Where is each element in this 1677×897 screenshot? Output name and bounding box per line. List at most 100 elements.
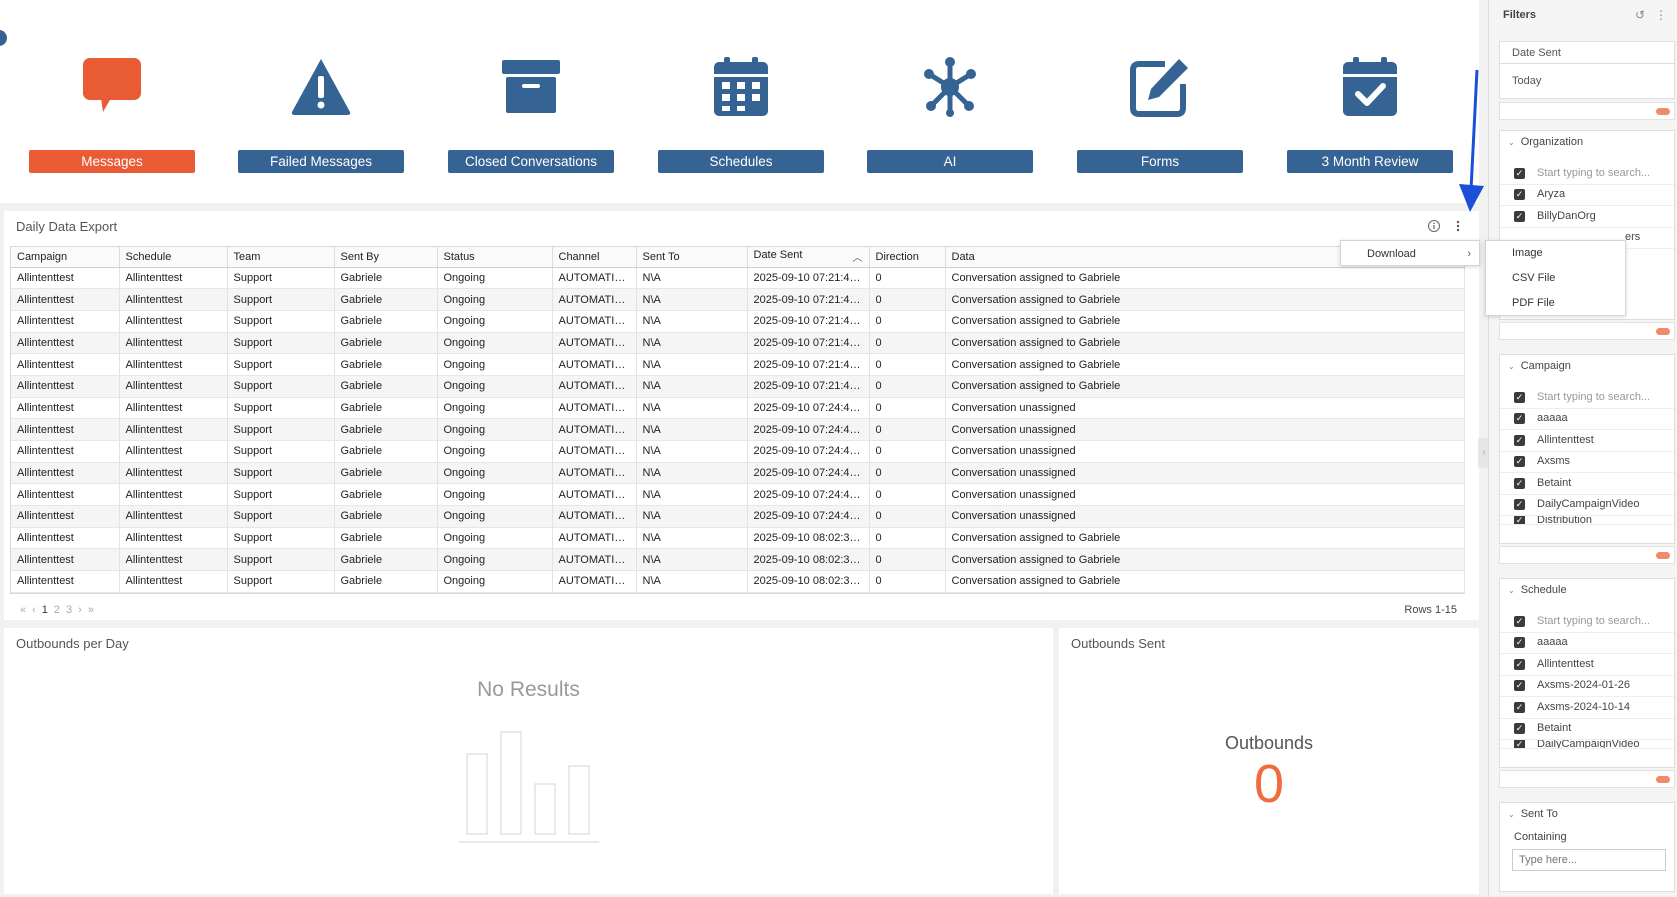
checkbox[interactable]: ✓ — [1514, 723, 1525, 735]
filters-more-icon[interactable]: ⋮ — [1655, 8, 1667, 22]
column-header[interactable]: Campaign — [11, 247, 120, 268]
organization-item[interactable]: ✓ Aryza — [1500, 185, 1674, 206]
checkbox[interactable]: ✓ — [1514, 658, 1525, 670]
checkbox[interactable]: ✓ — [1514, 701, 1525, 713]
messages-button[interactable]: Messages — [29, 150, 195, 173]
nav-tile-forms[interactable]: Forms — [1077, 50, 1243, 175]
info-icon[interactable] — [1427, 219, 1441, 233]
campaign-toggle[interactable] — [1656, 552, 1670, 559]
campaign-item[interactable]: ✓ Axsms — [1500, 452, 1674, 473]
table-row[interactable]: Allintenttest Allintenttest Support Gabriel… — [11, 462, 1465, 485]
checkbox[interactable]: ✓ — [1514, 477, 1525, 489]
reset-icon[interactable]: ↺ — [1634, 8, 1645, 22]
select-all-checkbox[interactable]: ✓ — [1514, 391, 1525, 403]
table-row[interactable]: Allintenttest Allintenttest Support Gabriel… — [11, 310, 1465, 333]
forms-button[interactable]: Forms — [1077, 150, 1243, 173]
select-all-checkbox[interactable]: ✓ — [1514, 615, 1525, 627]
table-row[interactable]: Allintenttest Allintenttest Support Gabriel… — [11, 570, 1465, 593]
download-image-option[interactable]: Image — [1512, 247, 1543, 259]
sent-to-header[interactable]: ⌄ Sent To — [1500, 803, 1674, 823]
failed-messages-button[interactable]: Failed Messages — [238, 150, 404, 173]
checkbox[interactable]: ✓ — [1514, 413, 1525, 425]
campaign-header[interactable]: ⌄ Campaign — [1500, 355, 1674, 375]
table-row[interactable]: Allintenttest Allintenttest Support Gabriel… — [11, 267, 1465, 290]
page-1-link[interactable]: 1 — [41, 604, 48, 616]
next-page-button[interactable]: › — [78, 604, 82, 616]
campaign-item[interactable]: ✓ Distribution — [1500, 516, 1674, 525]
table-row[interactable]: Allintenttest Allintenttest Support Gabriel… — [11, 288, 1465, 311]
table-row[interactable]: Allintenttest Allintenttest Support Gabriel… — [11, 353, 1465, 376]
column-header[interactable]: Channel — [552, 247, 637, 268]
checkbox[interactable]: ✓ — [1514, 740, 1525, 749]
column-header[interactable]: Team — [227, 247, 335, 268]
date-sent-toggle[interactable] — [1656, 108, 1670, 115]
column-header[interactable]: Direction — [869, 247, 946, 268]
campaign-item[interactable]: ✓ Betaint — [1500, 473, 1674, 495]
sent-to-input[interactable] — [1512, 849, 1666, 871]
prev-page-button[interactable]: ‹ — [32, 604, 36, 616]
organization-header[interactable]: ⌄ Organization — [1500, 131, 1674, 151]
organization-toggle[interactable] — [1656, 328, 1670, 335]
column-header[interactable]: Data — [945, 247, 1465, 268]
nav-tile-messages[interactable]: Messages — [29, 50, 195, 175]
checkbox[interactable]: ✓ — [1514, 499, 1525, 511]
campaign-item[interactable]: ✓ aaaaa — [1500, 409, 1674, 430]
table-row[interactable]: Allintenttest Allintenttest Support Gabriel… — [11, 375, 1465, 398]
select-all-checkbox[interactable]: ✓ — [1514, 167, 1525, 179]
column-header[interactable]: Sent By — [334, 247, 438, 268]
column-header[interactable]: Sent To — [636, 247, 748, 268]
schedule-toggle[interactable] — [1656, 776, 1670, 783]
table-row[interactable]: Allintenttest Allintenttest Support Gabriel… — [11, 483, 1465, 507]
download-pdf-option[interactable]: PDF File — [1512, 297, 1555, 309]
table-row[interactable]: Allintenttest Allintenttest Support Gabriel… — [11, 527, 1465, 550]
schedule-header[interactable]: ⌄ Schedule — [1500, 579, 1674, 599]
nav-tile-ai[interactable]: AI — [867, 50, 1033, 175]
sent-to-mode[interactable]: Containing — [1514, 831, 1567, 843]
schedule-search[interactable]: ✓ Start typing to search... — [1500, 611, 1674, 633]
checkbox[interactable]: ✓ — [1514, 434, 1525, 446]
table-row[interactable]: Allintenttest Allintenttest Support Gabriel… — [11, 418, 1465, 441]
ai-button[interactable]: AI — [867, 150, 1033, 173]
campaign-item[interactable]: ✓ Allintenttest — [1500, 430, 1674, 452]
first-page-button[interactable]: « — [20, 604, 27, 616]
schedule-item[interactable]: ✓ DailyCampaignVideo — [1500, 740, 1674, 749]
column-header[interactable]: Date Sent ︿ — [747, 247, 870, 268]
table-row[interactable]: Allintenttest Allintenttest Support Gabriel… — [11, 440, 1465, 463]
page-3-link[interactable]: 3 — [66, 604, 73, 616]
table-row[interactable]: Allintenttest Allintenttest Support Gabriel… — [11, 332, 1465, 355]
schedule-item[interactable]: ✓ Axsms-2024-10-14 — [1500, 697, 1674, 719]
column-header[interactable]: Status — [437, 247, 553, 268]
nav-tile-schedules[interactable]: Schedules — [658, 50, 824, 175]
nav-tile-3-month-review[interactable]: 3 Month Review — [1287, 50, 1453, 175]
organization-item[interactable]: ✓ BillyDanOrg — [1500, 206, 1674, 228]
nav-tile-failed-messages[interactable]: Failed Messages — [238, 50, 404, 175]
schedule-item[interactable]: ✓ Allintenttest — [1500, 654, 1674, 676]
checkbox[interactable]: ✓ — [1514, 516, 1525, 525]
checkbox[interactable]: ✓ — [1514, 189, 1525, 201]
last-page-button[interactable]: » — [87, 604, 94, 616]
schedule-item[interactable]: ✓ Betaint — [1500, 719, 1674, 740]
download-menu-item[interactable]: Download — [1367, 248, 1416, 260]
table-row[interactable]: Allintenttest Allintenttest Support Gabriel… — [11, 397, 1465, 420]
3-month-review-button[interactable]: 3 Month Review — [1287, 150, 1453, 173]
schedule-item[interactable]: ✓ aaaaa — [1500, 633, 1674, 654]
campaign-item[interactable]: ✓ DailyCampaignVideo — [1500, 495, 1674, 516]
sidebar-collapse-handle[interactable]: › — [1478, 438, 1490, 468]
checkbox[interactable]: ✓ — [1514, 637, 1525, 649]
checkbox[interactable]: ✓ — [1514, 456, 1525, 468]
closed-conversations-button[interactable]: Closed Conversations — [448, 150, 614, 173]
checkbox[interactable]: ✓ — [1514, 210, 1525, 222]
download-csv-option[interactable]: CSV File — [1512, 272, 1556, 284]
date-sent-value[interactable]: Today — [1512, 75, 1542, 87]
page-2-link[interactable]: 2 — [53, 604, 61, 616]
column-header[interactable]: Schedule — [119, 247, 228, 268]
campaign-search[interactable]: ✓ Start typing to search... — [1500, 387, 1674, 409]
table-row[interactable]: Allintenttest Allintenttest Support Gabriel… — [11, 505, 1465, 528]
schedules-button[interactable]: Schedules — [658, 150, 824, 173]
schedule-item[interactable]: ✓ Axsms-2024-01-26 — [1500, 676, 1674, 697]
more-options-icon[interactable] — [1451, 219, 1465, 233]
nav-tile-closed-conversations[interactable]: Closed Conversations — [448, 50, 614, 175]
organization-search[interactable]: ✓ Start typing to search... — [1500, 163, 1674, 185]
checkbox[interactable]: ✓ — [1514, 680, 1525, 692]
table-row[interactable]: Allintenttest Allintenttest Support Gabriel… — [11, 548, 1465, 572]
